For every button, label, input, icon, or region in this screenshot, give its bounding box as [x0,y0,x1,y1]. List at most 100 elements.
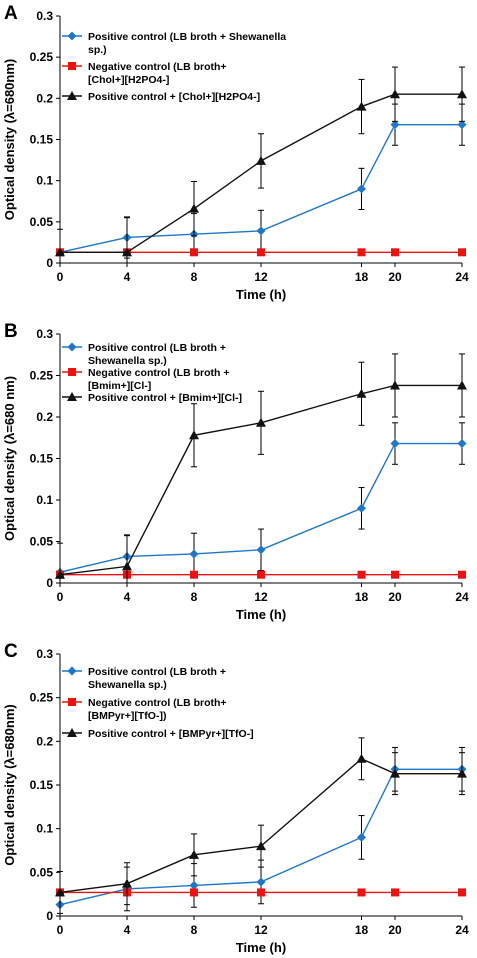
y-tick-label: 0.3 [36,9,53,23]
series-1 [56,570,466,579]
legend-label: Positive control (LB broth + [88,342,226,354]
x-tick-label: 18 [355,923,369,937]
data-point [356,101,367,111]
legend-label: Shewanella sp.) [88,355,167,367]
legend-item-1: Negative control (LB broth+[Chol+][H2PO4… [62,61,227,86]
legend-label: Positive control + [Bmim+][Cl-] [88,392,242,404]
series-2 [55,66,467,264]
data-point [257,248,265,257]
legend-item-2: Positive control + [Chol+][H2PO4-] [62,91,260,103]
legend-marker [68,698,76,706]
data-point [356,388,367,398]
y-tick-label: 0.2 [36,410,53,424]
data-point [357,570,366,579]
data-point [190,888,198,897]
x-tick-label: 24 [455,270,469,284]
data-point [356,753,367,763]
data-point [357,184,366,194]
y-tick-label: 0.15 [30,133,54,147]
data-point [357,888,366,897]
legend-label: [BMPyr+][TfO-]) [88,710,166,722]
data-point [391,570,399,579]
x-tick-label: 8 [191,590,198,604]
x-tick-label: 8 [191,923,198,937]
x-tick-label: 4 [124,590,131,604]
y-tick-label: 0 [46,576,53,590]
legend-marker [67,31,77,41]
y-tick-label: 0.05 [30,535,54,549]
x-tick-label: 18 [355,270,369,284]
x-tick-label: 20 [388,270,402,284]
legend-marker [67,342,77,352]
data-point [357,832,366,842]
x-tick-label: 12 [254,590,268,604]
data-point [190,570,198,579]
y-tick-label: 0 [46,909,53,923]
y-tick-label: 0.05 [30,865,54,879]
y-axis-title: Optical density (λ=680nm) [2,59,17,220]
data-point [256,417,266,427]
legend-label: [Chol+][H2PO4-] [88,74,169,86]
x-axis-title: Time (h) [236,287,286,302]
data-point [189,430,199,440]
chart-c-svg: C 0 0.05 0.1 0.15 0.2 0.25 0.3 0 4 8 12 18 20 24 Time (… [2,641,469,955]
legend-item-0: Positive control (LB broth +Shewanella s… [62,666,226,691]
y-tick-label: 0.3 [36,647,53,661]
x-axis-title: Time (h) [236,940,286,955]
x-tick-label: 8 [191,270,198,284]
data-point [55,887,65,897]
y-tick-label: 0.15 [30,778,54,792]
data-point [257,570,265,579]
panel-label: A [4,3,18,24]
chart-panel-a: A 0 0.05 0.1 0.15 0.2 0.25 0.3 0 4 8 12 18 20 24 Time (… [0,0,477,318]
data-point [189,880,199,890]
data-point [190,248,198,257]
x-tick-label: 20 [388,923,402,937]
legend-label: Positive control (LB broth + Shewanella [88,31,286,43]
y-tick-label: 0.2 [36,734,53,748]
data-point [390,439,400,449]
y-tick-label: 0.3 [36,327,53,341]
x-tick-label: 0 [57,923,64,937]
y-tick-label: 0.25 [30,691,54,705]
y-axis-title: Optical density (λ=680 nm) [2,376,17,541]
data-point [256,841,266,851]
x-tick-label: 12 [254,923,268,937]
data-point [390,89,400,99]
x-tick-label: 0 [57,590,64,604]
legend-item-1: Negative control (LB broth +[Bmim+][Cl-] [62,367,229,392]
data-point [256,877,266,887]
data-point [256,545,266,555]
legend-label: Positive control + [Chol+][H2PO4-] [88,91,260,103]
legend-label: Negative control (LB broth + [88,367,229,379]
data-point [458,570,466,579]
data-point [391,888,399,897]
data-point [458,248,466,257]
series-1 [56,888,466,897]
legend-marker [67,666,77,676]
chart-a-svg: A 0 0.05 0.1 0.15 0.2 0.25 0.3 0 4 8 12 18 20 24 Time (… [2,3,469,302]
data-point [390,768,400,778]
legend-item-0: Positive control (LB broth + Shewanellas… [62,31,286,56]
data-point [55,569,65,579]
x-tick-label: 12 [254,270,268,284]
panel-label: B [4,321,18,342]
legend-item-1: Negative control (LB broth+[BMPyr+][TfO-… [62,697,227,722]
data-point [55,247,65,257]
x-tick-label: 18 [355,590,369,604]
data-point [457,439,467,449]
legend-label: Negative control (LB broth+ [88,61,227,73]
legend-marker [68,62,76,70]
data-point [256,155,266,165]
data-point [122,247,132,257]
y-tick-label: 0 [46,256,53,270]
data-point [189,203,199,213]
data-point [457,380,467,390]
data-point [391,248,399,257]
x-axis-title: Time (h) [236,607,286,622]
data-point [257,888,265,897]
data-point [390,380,400,390]
data-point [390,120,400,130]
legend-item-2: Positive control + [Bmim+][Cl-] [62,392,242,404]
x-tick-label: 24 [455,590,469,604]
